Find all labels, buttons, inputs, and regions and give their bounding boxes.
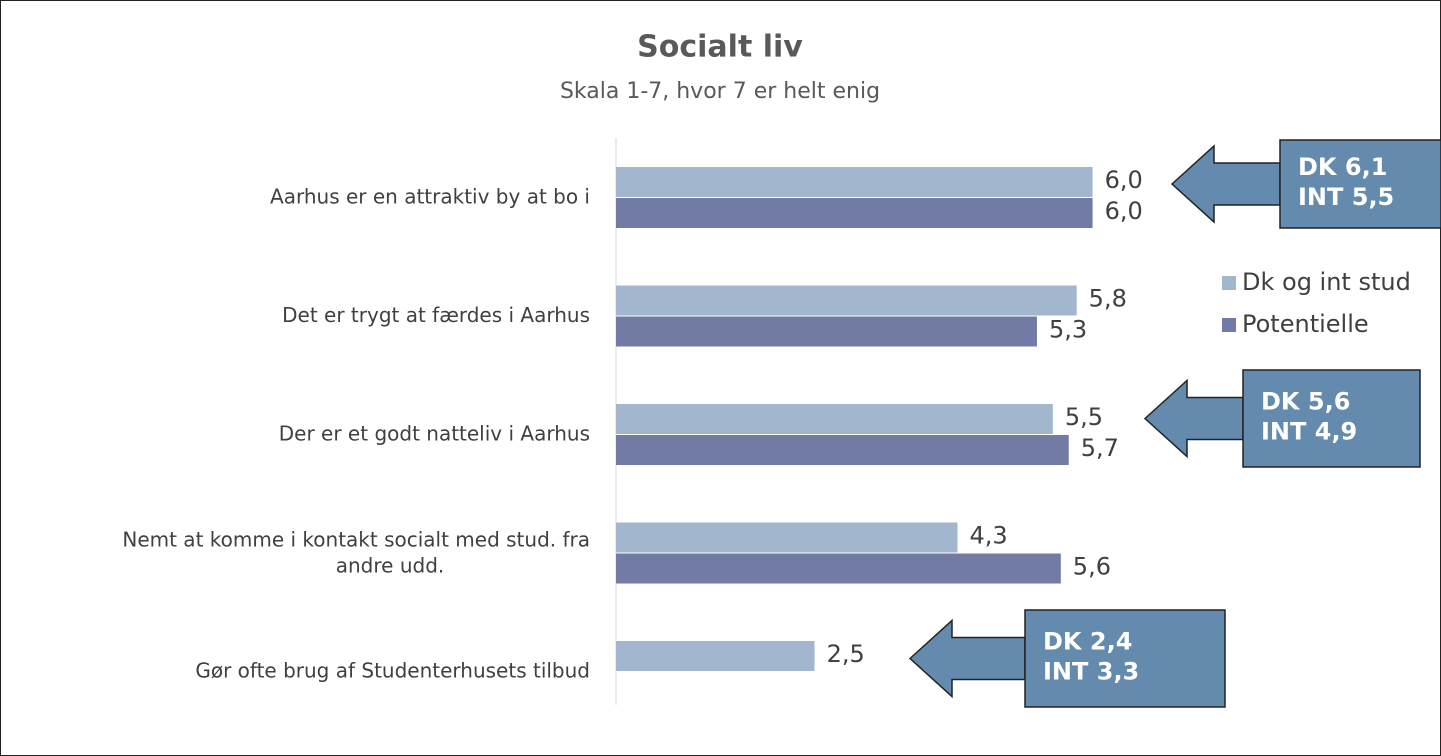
callout-text: DK 2,4	[1043, 628, 1132, 656]
bar	[616, 198, 1093, 228]
y-tick-label: Det er trygt at færdes i Aarhus	[282, 303, 590, 327]
y-tick-label: Gør ofte brug af Studenterhusets tilbud	[195, 659, 590, 683]
data-label: 6,0	[1105, 166, 1143, 194]
callout-text: DK 5,6	[1261, 388, 1350, 416]
data-label: 5,6	[1073, 553, 1111, 581]
data-label: 5,7	[1081, 434, 1119, 462]
y-tick-label: Aarhus er en attraktiv by at bo i	[270, 185, 590, 209]
data-label: 4,3	[970, 522, 1008, 550]
legend-swatch	[1222, 276, 1236, 290]
legend-label: Dk og int stud	[1242, 268, 1411, 296]
chart-subtitle: Skala 1-7, hvor 7 er helt enig	[560, 79, 880, 104]
bar	[616, 435, 1069, 465]
bar	[616, 404, 1053, 434]
data-label: 6,0	[1105, 197, 1143, 225]
y-tick-label: Nemt at komme i kontakt socialt med stud…	[122, 527, 590, 577]
legend-swatch	[1222, 318, 1236, 332]
data-label: 5,3	[1049, 316, 1087, 344]
data-label: 2,5	[827, 640, 865, 668]
callout-text: INT 5,5	[1298, 183, 1394, 211]
bar	[616, 553, 1061, 584]
callout-text: DK 6,1	[1298, 153, 1387, 181]
chart-title: Socialt liv	[637, 30, 803, 65]
callout-text: INT 3,3	[1043, 658, 1139, 686]
y-tick-label-line: Nemt at komme i kontakt socialt med stud…	[122, 527, 590, 551]
callout-box	[1242, 369, 1421, 468]
callout-box	[1279, 139, 1441, 229]
y-tick-label-line: andre udd.	[336, 553, 445, 577]
data-label: 5,5	[1065, 403, 1103, 431]
callout-box	[1024, 609, 1226, 708]
bar	[616, 285, 1077, 316]
y-tick-label: Der er et godt natteliv i Aarhus	[279, 422, 590, 446]
bar	[616, 167, 1093, 197]
legend-label: Potentielle	[1242, 310, 1369, 338]
data-label: 5,8	[1089, 285, 1127, 313]
callout-text: INT 4,9	[1261, 418, 1357, 446]
bar	[616, 522, 958, 553]
bar	[616, 641, 815, 671]
bar	[616, 316, 1037, 347]
